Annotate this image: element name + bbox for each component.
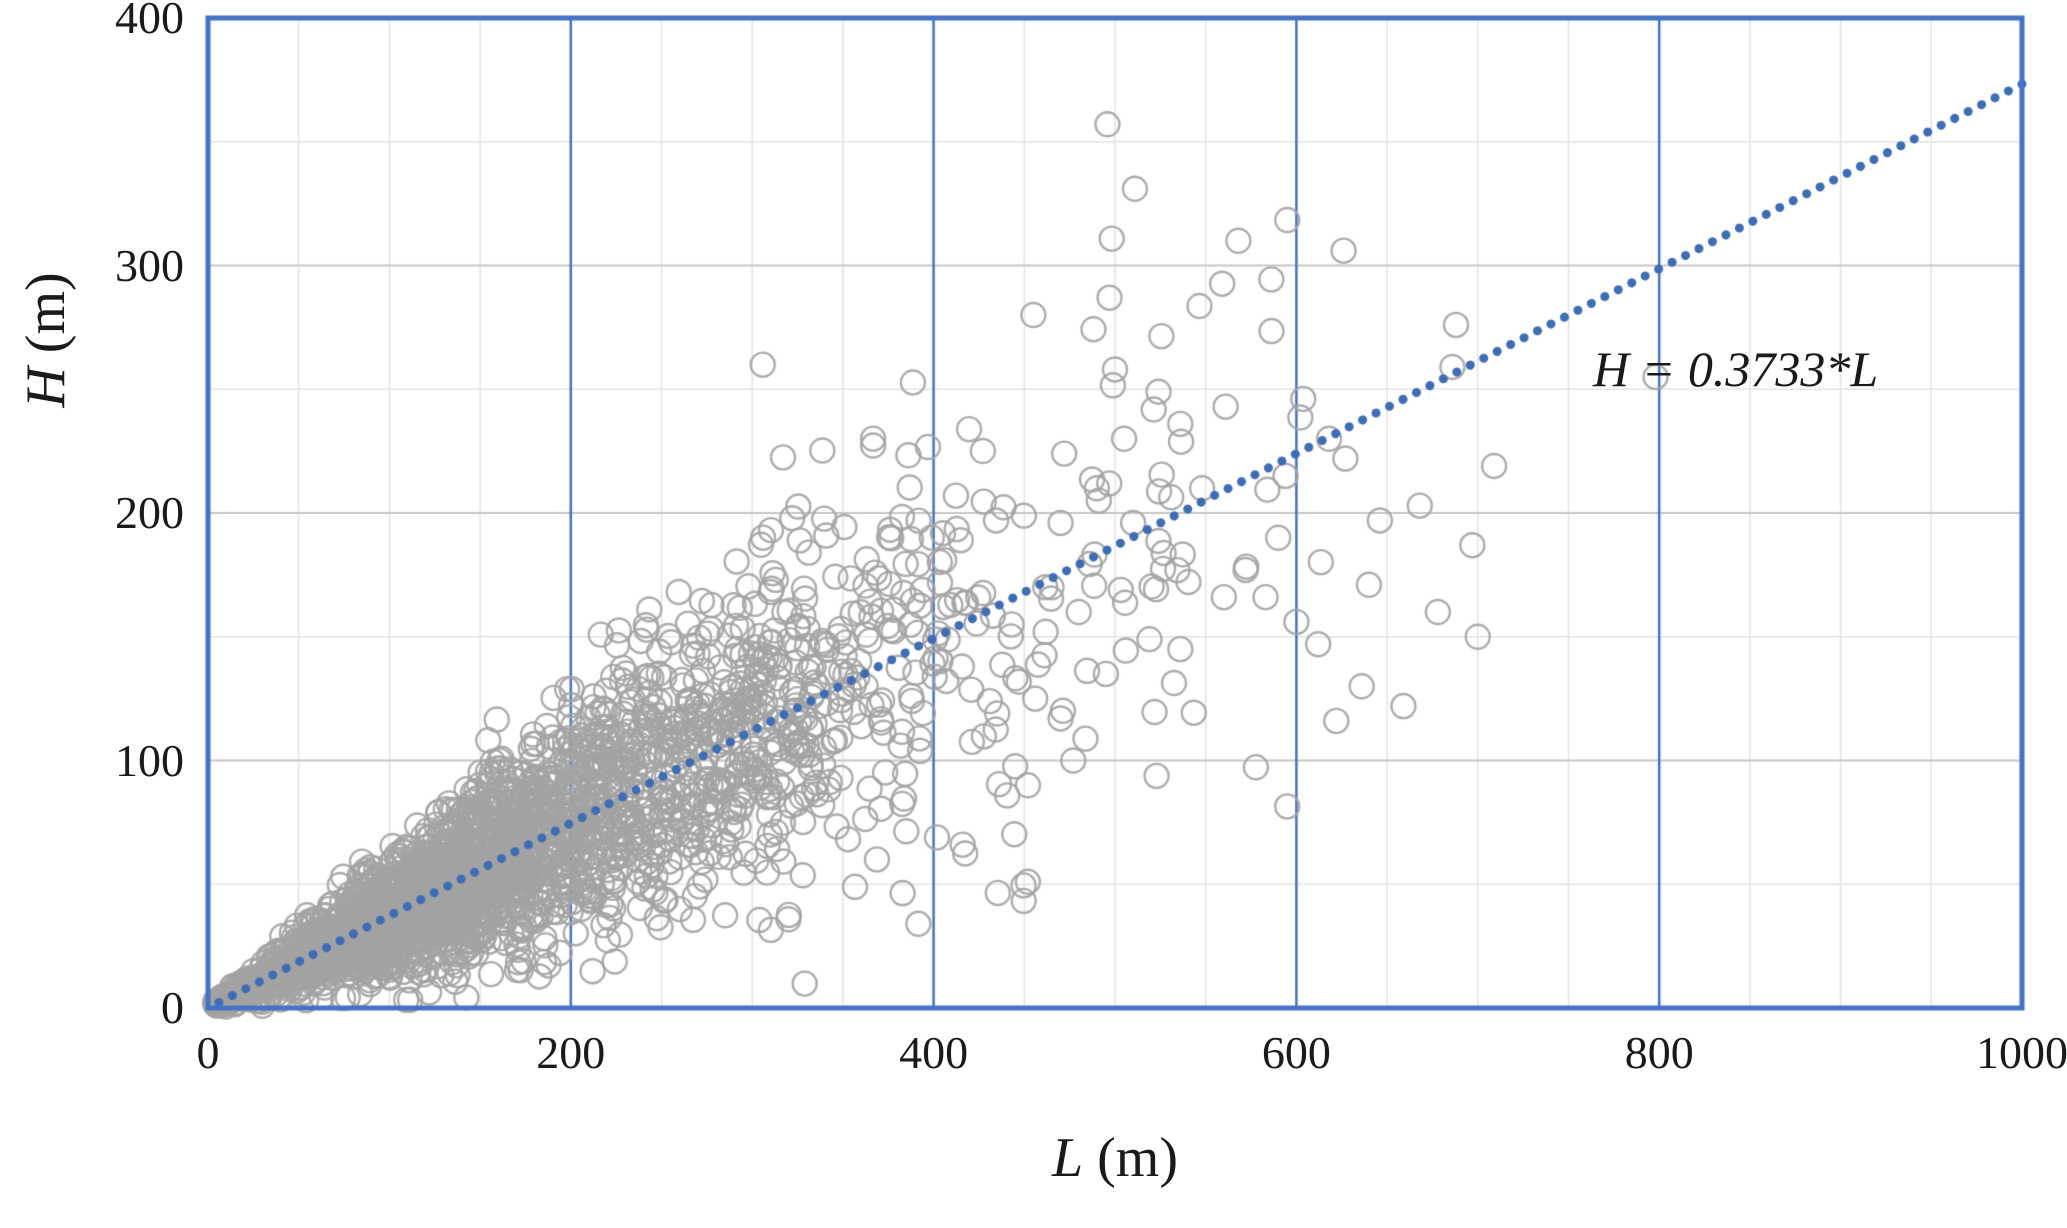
y-tick-label: 300 — [115, 239, 184, 291]
x-axis-unit: (m) — [1097, 1127, 1179, 1189]
y-axis-unit: (m) — [15, 272, 77, 354]
x-axis-title: L (m) — [1052, 1130, 1178, 1186]
x-tick-label: 1000 — [1976, 1027, 2067, 1078]
y-axis-title: H (m) — [15, 205, 77, 407]
x-tick-label: 800 — [1624, 1027, 1694, 1078]
y-tick-label: 200 — [115, 487, 184, 538]
trendline-equation-label: H = 0.3733*L — [1593, 341, 1879, 397]
y-tick-label: 0 — [161, 982, 184, 1033]
y-tick-label: 400 — [115, 0, 184, 43]
y-tick-label: 100 — [115, 734, 184, 786]
x-tick-label: 400 — [899, 1027, 969, 1078]
x-tick-label: 200 — [536, 1027, 606, 1078]
x-tick-label: 600 — [1261, 1027, 1331, 1078]
x-axis-variable: L — [1051, 1127, 1084, 1189]
y-axis-variable: H — [15, 367, 77, 408]
x-tick-label: 0 — [196, 1027, 220, 1078]
